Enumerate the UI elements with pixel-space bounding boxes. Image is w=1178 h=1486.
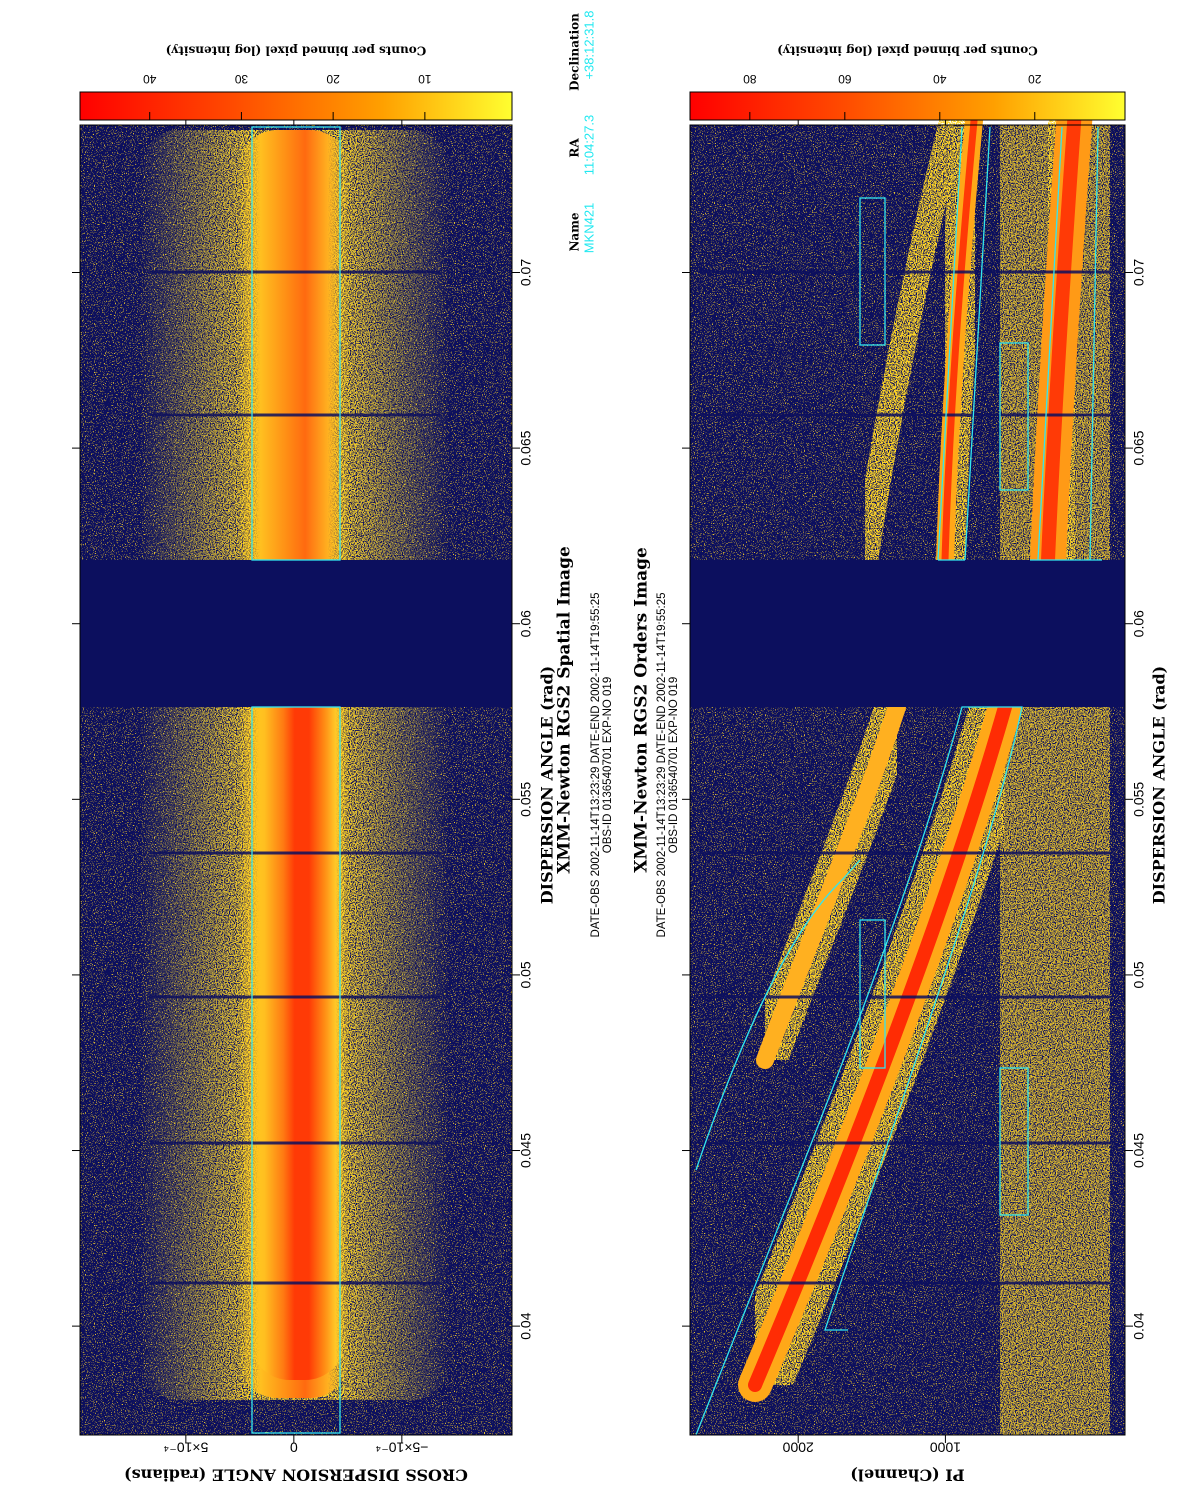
frame [689, 124, 1126, 1436]
x-tick-label: 0.06 [518, 610, 534, 637]
x-tick-label: 0.05 [1131, 961, 1147, 988]
band-core [250, 600, 345, 1380]
y-axis-label: CROSS DISPERSION ANGLE (radians) [124, 1466, 468, 1485]
target-header: Name [568, 212, 582, 251]
bad-columns [150, 270, 440, 1285]
subtitle: DATE-OBS 2002-11-14T13:23:29 DATE-END 20… [590, 593, 602, 938]
colorbar-tick-label: 30 [234, 72, 248, 86]
x-tick-label: 0.05 [518, 961, 534, 988]
subtitle: DATE-OBS 2002-11-14T13:23:29 DATE-END 20… [656, 593, 668, 938]
x-tick-label: 0.04 [518, 1312, 534, 1339]
x-tick-label: 0.045 [518, 1133, 534, 1168]
x-tick-label: 0.065 [1131, 430, 1147, 465]
regions [695, 126, 1102, 1436]
chart-title: XMM-Newton RGS2 Orders Image [632, 547, 652, 873]
y-tick-label: 0 [290, 1439, 298, 1455]
colorbar-label: Counts per binned pixel (log intensity) [166, 44, 427, 58]
x-axis-label: DISPERSION ANGLE (rad) [538, 666, 557, 904]
x-tick-label: 0.045 [1131, 1133, 1147, 1168]
y-tick-label: −5×10⁻⁴ [375, 1439, 428, 1455]
subtitle: OBS-ID 0136540701 EXP-NO 019 [668, 677, 680, 853]
x-tick-label: 0.07 [1131, 259, 1147, 286]
orders [720, 70, 1115, 1420]
y-axis-label: PI (Channel) [850, 1466, 964, 1485]
y-tick-label: 1000 [930, 1439, 961, 1455]
x-tick-label: 0.055 [1131, 782, 1147, 817]
colorbar-tick-label: 40 [143, 72, 157, 86]
colorbar [79, 91, 513, 121]
colorbar-label: Counts per binned pixel (log intensity) [777, 44, 1038, 58]
y-tick-label: 5×10⁻⁴ [163, 1439, 208, 1455]
x-tick-label: 0.065 [518, 430, 534, 465]
target-value: +38:12:31.8 [581, 10, 596, 79]
chip-gap [80, 560, 512, 707]
target-value: 11:04:27.3 [581, 115, 596, 175]
chip-gap [690, 560, 1125, 707]
colorbar-tick-label: 20 [1028, 72, 1042, 86]
colorbar-tick-label: 20 [326, 72, 340, 86]
x-axis-label: DISPERSION ANGLE (rad) [1150, 666, 1169, 904]
x-tick-label: 0.06 [1131, 610, 1147, 637]
x-tick-label: 0.04 [1131, 1312, 1147, 1339]
y-tick-label: 2000 [782, 1439, 813, 1455]
colorbar-tick-label: 60 [838, 72, 852, 86]
target-header: Declination [568, 13, 582, 91]
colorbar-tick-label: 40 [933, 72, 947, 86]
colorbar [689, 91, 1126, 121]
spatial-image [79, 124, 513, 1436]
target-value: MKN421 [581, 203, 596, 254]
orders-image [689, 70, 1126, 1436]
x-tick-label: 0.055 [518, 782, 534, 817]
regions [251, 126, 341, 1434]
x-tick-label: 0.07 [518, 259, 534, 286]
target-header: RA [568, 138, 582, 158]
subtitle: OBS-ID 0136540701 EXP-NO 019 [602, 677, 614, 853]
colorbar-tick-label: 80 [743, 72, 757, 86]
frame [79, 124, 513, 1436]
bad-columns [700, 270, 1110, 1285]
chart-title: XMM-Newton RGS2 Spatial Image [555, 546, 575, 874]
colorbar-tick-label: 10 [418, 72, 432, 86]
